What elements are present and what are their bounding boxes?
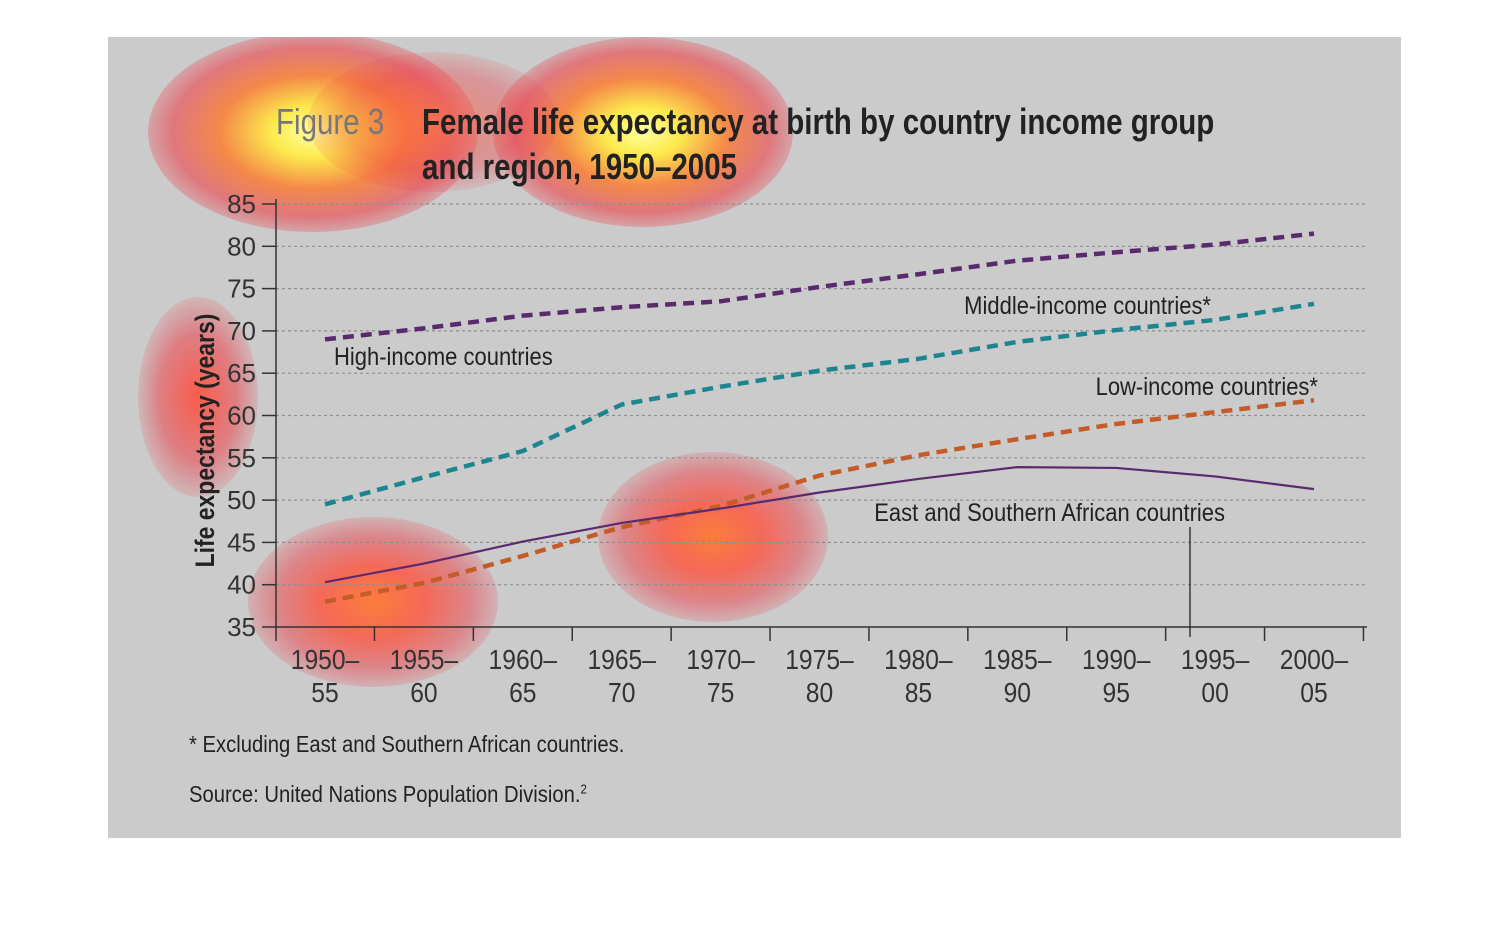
- y-tick-label: 45: [227, 527, 256, 557]
- series-label-high-income: High-income countries: [334, 343, 553, 371]
- source-text: Source: United Nations Population Divisi…: [189, 781, 581, 807]
- y-tick-label: 75: [227, 274, 256, 304]
- x-tick-label: 1985–: [983, 644, 1052, 676]
- figure-panel: Figure 3 Female life expectancy at birth…: [108, 37, 1401, 838]
- x-tick-label: 1990–: [1082, 644, 1151, 676]
- x-tick-label: 90: [1004, 677, 1031, 709]
- x-tick-label: 1950–: [291, 644, 360, 676]
- y-tick-label: 70: [227, 316, 256, 346]
- x-tick-label: 00: [1201, 677, 1228, 709]
- x-tick-label: 1955–: [390, 644, 459, 676]
- line-chart: 35404550556065707580851950–551955–601960…: [190, 189, 1367, 709]
- source-note: Source: United Nations Population Divisi…: [189, 781, 587, 808]
- x-tick-label: 75: [707, 677, 734, 709]
- x-tick-label: 1995–: [1181, 644, 1250, 676]
- chart-title-line1: Female life expectancy at birth by count…: [422, 101, 1215, 142]
- x-tick-label: 1980–: [884, 644, 953, 676]
- x-tick-label: 80: [806, 677, 833, 709]
- y-tick-label: 50: [227, 485, 256, 515]
- x-tick-label: 1960–: [489, 644, 558, 676]
- series-label-east-southern-africa: East and Southern African countries: [874, 499, 1225, 527]
- y-tick-label: 35: [227, 612, 256, 642]
- y-tick-label: 40: [227, 570, 256, 600]
- x-tick-label: 2000–: [1280, 644, 1349, 676]
- y-tick-label: 85: [227, 189, 256, 219]
- figure-label: Figure 3: [276, 101, 385, 142]
- y-tick-label: 65: [227, 358, 256, 388]
- x-tick-label: 85: [905, 677, 932, 709]
- series-line-high-income: [324, 231, 1315, 342]
- x-tick-label: 60: [410, 677, 437, 709]
- series-line-low-income: [324, 398, 1315, 604]
- series-label-middle-income: Middle-income countries*: [964, 292, 1211, 320]
- y-tick-label: 55: [227, 443, 256, 473]
- x-tick-label: 1965–: [587, 644, 656, 676]
- y-tick-label: 80: [227, 231, 256, 261]
- y-axis-title: Life expectancy (years): [190, 314, 220, 568]
- x-tick-label: 05: [1300, 677, 1327, 709]
- x-tick-label: 95: [1102, 677, 1129, 709]
- x-tick-label: 55: [311, 677, 338, 709]
- source-superscript: 2: [580, 781, 587, 797]
- series-label-low-income: Low-income countries*: [1096, 373, 1318, 401]
- x-tick-label: 65: [509, 677, 536, 709]
- series-line-east-southern-africa: [324, 466, 1315, 584]
- x-tick-label: 1970–: [686, 644, 755, 676]
- y-tick-label: 60: [227, 401, 256, 431]
- series-line-middle-income: [324, 301, 1315, 507]
- chart-title-line2: and region, 1950–2005: [422, 146, 738, 187]
- footnote: * Excluding East and Southern African co…: [189, 731, 625, 757]
- x-tick-label: 1975–: [785, 644, 854, 676]
- x-tick-label: 70: [608, 677, 635, 709]
